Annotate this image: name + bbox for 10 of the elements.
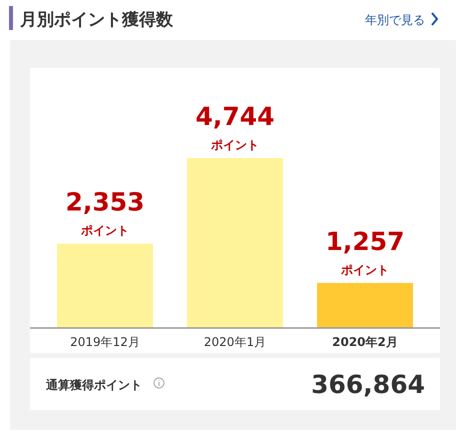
text: 366,864 bbox=[311, 370, 425, 399]
x-tick-label: 2019年12月 bbox=[70, 335, 140, 349]
chart-title: 月別ポイント獲得数 bbox=[19, 10, 174, 30]
text: 通算獲得ポイント bbox=[45, 378, 142, 392]
data-label: 2,353 ポイント bbox=[65, 188, 145, 238]
x-tick-label: 2020年2月 bbox=[332, 335, 398, 349]
data-label: 1,257 ポイント bbox=[325, 226, 405, 277]
text: 年別で見る bbox=[365, 13, 425, 27]
data-label: 4,744 ポイント bbox=[195, 102, 275, 152]
x-tick-label: 2020年1月 bbox=[204, 335, 266, 349]
